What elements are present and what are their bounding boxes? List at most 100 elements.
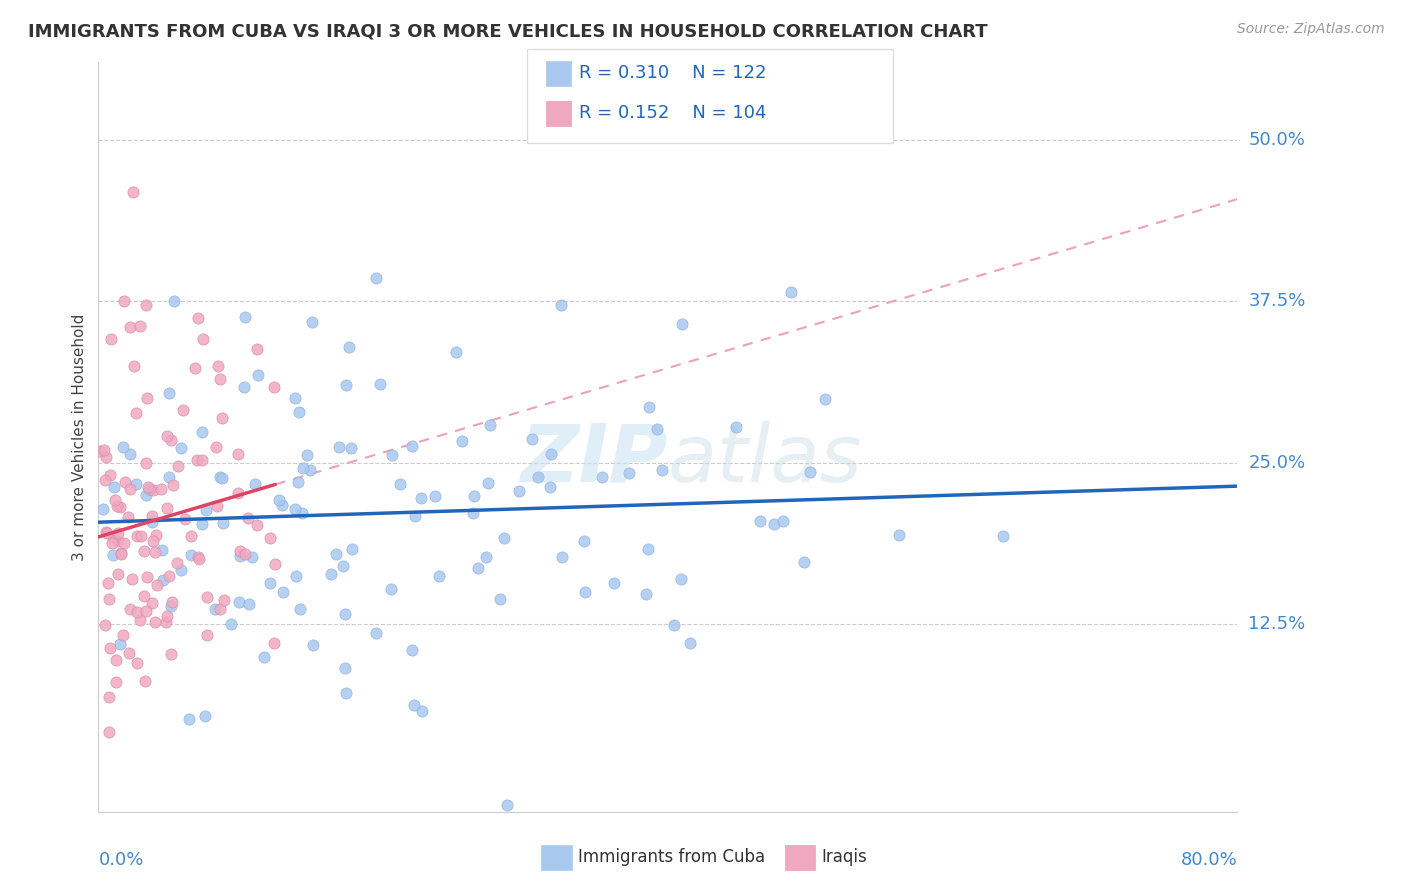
Point <box>284 569 307 583</box>
Point <box>209 372 232 386</box>
Point <box>166 459 188 474</box>
Point <box>107 525 129 540</box>
Point <box>121 572 143 586</box>
Point <box>651 463 673 477</box>
Point <box>195 503 218 517</box>
Point <box>444 345 467 359</box>
Text: 12.5%: 12.5% <box>1249 615 1306 633</box>
Point <box>209 469 232 483</box>
Point <box>128 318 150 333</box>
Point <box>333 607 356 622</box>
Point <box>124 406 146 420</box>
Point <box>401 642 423 657</box>
Text: Immigrants from Cuba: Immigrants from Cuba <box>578 848 765 866</box>
Point <box>724 420 747 434</box>
Point <box>162 477 184 491</box>
Point <box>156 608 179 623</box>
Point <box>212 592 235 607</box>
Point <box>98 725 121 739</box>
Point <box>301 315 323 329</box>
Point <box>103 479 125 493</box>
Point <box>143 615 166 629</box>
Point <box>107 533 129 548</box>
Point <box>211 516 233 530</box>
Point <box>160 647 183 661</box>
Point <box>229 549 252 563</box>
Point <box>97 576 120 591</box>
Point <box>233 310 256 325</box>
Point <box>574 534 596 549</box>
Point <box>291 506 314 520</box>
Point <box>108 500 131 514</box>
Point <box>679 636 702 650</box>
Point <box>288 601 311 615</box>
Point <box>138 482 160 496</box>
Point <box>325 547 347 561</box>
Point <box>108 637 131 651</box>
Point <box>142 533 165 548</box>
Point <box>508 483 530 498</box>
Point <box>101 531 124 545</box>
Point <box>793 555 815 569</box>
Point <box>142 483 165 498</box>
Text: 80.0%: 80.0% <box>1181 851 1237 869</box>
Point <box>617 467 640 481</box>
Point <box>342 542 364 557</box>
Point <box>488 591 510 606</box>
Point <box>156 501 179 516</box>
Point <box>451 434 474 449</box>
Point <box>427 569 450 583</box>
Point <box>125 529 148 543</box>
Point <box>134 544 156 558</box>
Point <box>550 298 572 312</box>
Point <box>100 332 122 346</box>
Point <box>662 618 685 632</box>
Point <box>135 297 157 311</box>
Point <box>208 602 231 616</box>
Point <box>187 550 209 565</box>
Point <box>195 590 218 604</box>
Point <box>259 576 281 591</box>
Point <box>380 582 402 596</box>
Text: IMMIGRANTS FROM CUBA VS IRAQI 3 OR MORE VEHICLES IN HOUSEHOLD CORRELATION CHART: IMMIGRANTS FROM CUBA VS IRAQI 3 OR MORE … <box>28 22 988 40</box>
Text: Iraqis: Iraqis <box>821 848 868 866</box>
Point <box>129 613 152 627</box>
Point <box>141 515 163 529</box>
Point <box>195 628 218 642</box>
Point <box>118 646 141 660</box>
Point <box>98 468 121 483</box>
Point <box>366 626 388 640</box>
Point <box>186 453 208 467</box>
Point <box>103 492 125 507</box>
Point <box>104 674 127 689</box>
Point <box>135 488 157 502</box>
Point <box>152 573 174 587</box>
Point <box>364 270 387 285</box>
Point <box>333 660 356 674</box>
Point <box>190 453 212 467</box>
Point <box>302 639 325 653</box>
Point <box>177 712 200 726</box>
Y-axis label: 3 or more Vehicles in Household: 3 or more Vehicles in Household <box>72 313 87 561</box>
Point <box>112 628 135 642</box>
Point <box>180 529 202 543</box>
Point <box>114 475 136 489</box>
Point <box>156 429 179 443</box>
Point <box>423 489 446 503</box>
Point <box>129 529 152 543</box>
Point <box>496 798 519 813</box>
Point <box>748 514 770 528</box>
Point <box>645 422 668 436</box>
Point <box>107 567 129 582</box>
Point <box>160 595 183 609</box>
Point <box>991 529 1014 543</box>
Point <box>132 589 155 603</box>
Point <box>492 531 515 545</box>
Point <box>163 293 186 308</box>
Point <box>637 541 659 556</box>
Text: ZIP: ZIP <box>520 420 668 499</box>
Point <box>170 441 193 455</box>
Point <box>207 359 229 373</box>
Point <box>125 605 148 619</box>
Point <box>101 536 124 550</box>
